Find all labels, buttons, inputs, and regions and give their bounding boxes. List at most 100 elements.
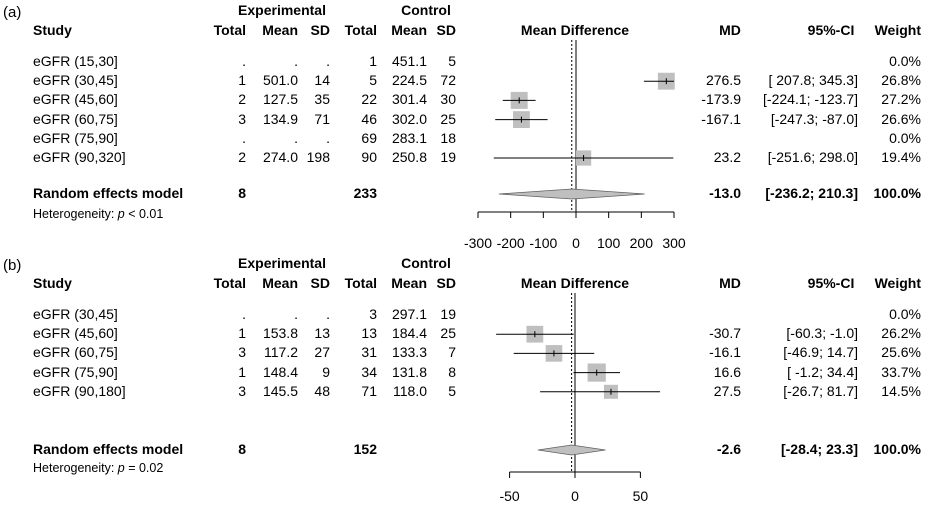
ctrl-total-cell: 34 bbox=[361, 363, 377, 380]
ctrl-mean-cell: 283.1 bbox=[391, 129, 427, 146]
header-control: Control bbox=[401, 255, 451, 271]
study-label: eGFR (30,45] bbox=[33, 306, 118, 322]
exp-total-cell: . bbox=[242, 53, 246, 69]
heterogeneity-value: < 0.01 bbox=[124, 207, 164, 221]
exp-total-cell: 2 bbox=[238, 149, 246, 165]
md-cell: -173.9 bbox=[701, 91, 741, 108]
ctrl-total-cell: 31 bbox=[361, 344, 377, 361]
exp-sd-cell: . bbox=[326, 306, 330, 322]
ctrl-sd-cell: 25 bbox=[440, 110, 456, 127]
ctrl-sd-cell: 19 bbox=[440, 306, 456, 322]
forest-panel-a: (a) Experimental Control Study Total Mean SD To… bbox=[3, 2, 921, 251]
study-label: eGFR (30,45] bbox=[33, 72, 118, 89]
pooled-label: Random effects model bbox=[33, 441, 184, 457]
study-label: eGFR (90,180] bbox=[33, 382, 126, 399]
study-label: eGFR (75,90] bbox=[33, 129, 118, 146]
ctrl-total-cell: 1 bbox=[369, 53, 377, 69]
header-mean-difference: Mean Difference bbox=[520, 22, 630, 38]
ctrl-total-cell: 5 bbox=[369, 72, 377, 89]
heterogeneity-text: Heterogeneity: p < 0.01 bbox=[33, 206, 163, 222]
ci-cell: [ -1.2; 34.4] bbox=[787, 363, 858, 380]
pooled-weight: 100.0% bbox=[873, 185, 921, 201]
pooled-ci: [-28.4; 23.3] bbox=[780, 441, 858, 457]
exp-mean-cell: 274.0 bbox=[262, 149, 298, 165]
exp-sd-cell: 9 bbox=[322, 363, 330, 380]
header-mean-difference: Mean Difference bbox=[520, 275, 630, 291]
ctrl-total-cell: 13 bbox=[361, 325, 377, 342]
header-control: Control bbox=[401, 2, 451, 18]
ci-cell: [-247.3; -87.0] bbox=[770, 110, 858, 127]
study-label: eGFR (60,75] bbox=[33, 344, 118, 361]
heterogeneity-value: = 0.02 bbox=[124, 461, 164, 475]
ci-cell: [-251.6; 298.0] bbox=[767, 149, 858, 165]
study-label: eGFR (45,60] bbox=[33, 325, 118, 342]
ctrl-total-cell: 71 bbox=[361, 382, 377, 399]
exp-mean-cell: . bbox=[294, 53, 298, 69]
ctrl-sd-cell: 30 bbox=[440, 91, 456, 108]
ci-cell: [-224.1; -123.7] bbox=[763, 91, 858, 108]
header-experimental: Experimental bbox=[238, 255, 326, 271]
pooled-md: -13.0 bbox=[709, 185, 741, 201]
exp-sd-cell: 48 bbox=[314, 382, 330, 399]
exp-total-cell: 3 bbox=[238, 344, 246, 361]
ctrl-sd-cell: 18 bbox=[440, 129, 456, 146]
header-exp-total: Total bbox=[213, 275, 246, 291]
weight-cell: 26.6% bbox=[881, 110, 921, 127]
heterogeneity-p: p bbox=[117, 461, 125, 475]
exp-mean-cell: 117.2 bbox=[264, 344, 298, 361]
ctrl-sd-cell: 72 bbox=[440, 72, 456, 89]
md-cell: -16.1 bbox=[709, 344, 741, 361]
header-ctrl-mean: Mean bbox=[391, 22, 427, 38]
x-tick-label: 200 bbox=[630, 235, 654, 251]
weight-cell: 14.5% bbox=[881, 382, 921, 399]
exp-sd-cell: 27 bbox=[314, 344, 330, 361]
exp-mean-cell: 127.5 bbox=[262, 91, 298, 108]
panel-label: (b) bbox=[3, 257, 22, 274]
exp-total-cell: 1 bbox=[238, 325, 246, 342]
pooled-weight: 100.0% bbox=[873, 441, 921, 457]
pooled-md: -2.6 bbox=[716, 441, 741, 457]
ci-cell: [-46.9; 14.7] bbox=[783, 344, 858, 361]
header-ctrl-sd: SD bbox=[436, 22, 456, 38]
x-tick-label: -50 bbox=[499, 488, 519, 504]
header-ctrl-total: Total bbox=[344, 22, 377, 38]
weight-cell: 27.2% bbox=[881, 91, 921, 108]
header-exp-mean: Mean bbox=[262, 275, 298, 291]
header-ctrl-total: Total bbox=[344, 275, 377, 291]
ctrl-mean-cell: 297.1 bbox=[391, 306, 427, 322]
exp-mean-cell: 153.8 bbox=[262, 325, 298, 342]
exp-total-cell: 3 bbox=[238, 110, 246, 127]
study-label: eGFR (60,75] bbox=[33, 110, 118, 127]
exp-sd-cell: 14 bbox=[314, 72, 330, 89]
md-cell: 276.5 bbox=[705, 72, 741, 89]
ctrl-mean-cell: 184.4 bbox=[391, 325, 427, 342]
exp-mean-cell: 148.4 bbox=[262, 363, 298, 380]
ctrl-mean-cell: 301.4 bbox=[391, 91, 427, 108]
ctrl-mean-cell: 250.8 bbox=[391, 149, 427, 165]
heterogeneity-p: p bbox=[117, 207, 125, 221]
x-tick-label: 0 bbox=[572, 235, 580, 251]
pooled-diamond bbox=[498, 188, 645, 200]
x-tick-label: 300 bbox=[662, 235, 686, 251]
header-ctrl-mean: Mean bbox=[391, 275, 427, 291]
ctrl-mean-cell: 131.8 bbox=[391, 363, 427, 380]
exp-total-cell: 1 bbox=[238, 72, 246, 89]
exp-mean-cell: . bbox=[294, 129, 298, 146]
ctrl-total-cell: 3 bbox=[369, 306, 377, 322]
weight-cell: 26.2% bbox=[881, 325, 921, 342]
exp-mean-cell: . bbox=[294, 306, 298, 322]
study-label: eGFR (15,30] bbox=[33, 53, 118, 69]
header-exp-sd: SD bbox=[310, 22, 330, 38]
exp-sd-cell: 71 bbox=[314, 110, 330, 127]
ctrl-sd-cell: 8 bbox=[448, 363, 456, 380]
ci-cell: [-60.3; -1.0] bbox=[786, 325, 858, 342]
exp-total-cell: . bbox=[242, 306, 246, 322]
exp-total-cell: 2 bbox=[238, 91, 246, 108]
exp-total-cell: . bbox=[242, 129, 246, 146]
ctrl-mean-cell: 224.5 bbox=[391, 72, 427, 89]
ctrl-total-cell: 90 bbox=[361, 149, 377, 165]
weight-cell: 19.4% bbox=[881, 149, 921, 165]
md-cell: -167.1 bbox=[701, 110, 741, 127]
ctrl-sd-cell: 19 bbox=[440, 149, 456, 165]
ctrl-mean-cell: 451.1 bbox=[391, 53, 427, 69]
